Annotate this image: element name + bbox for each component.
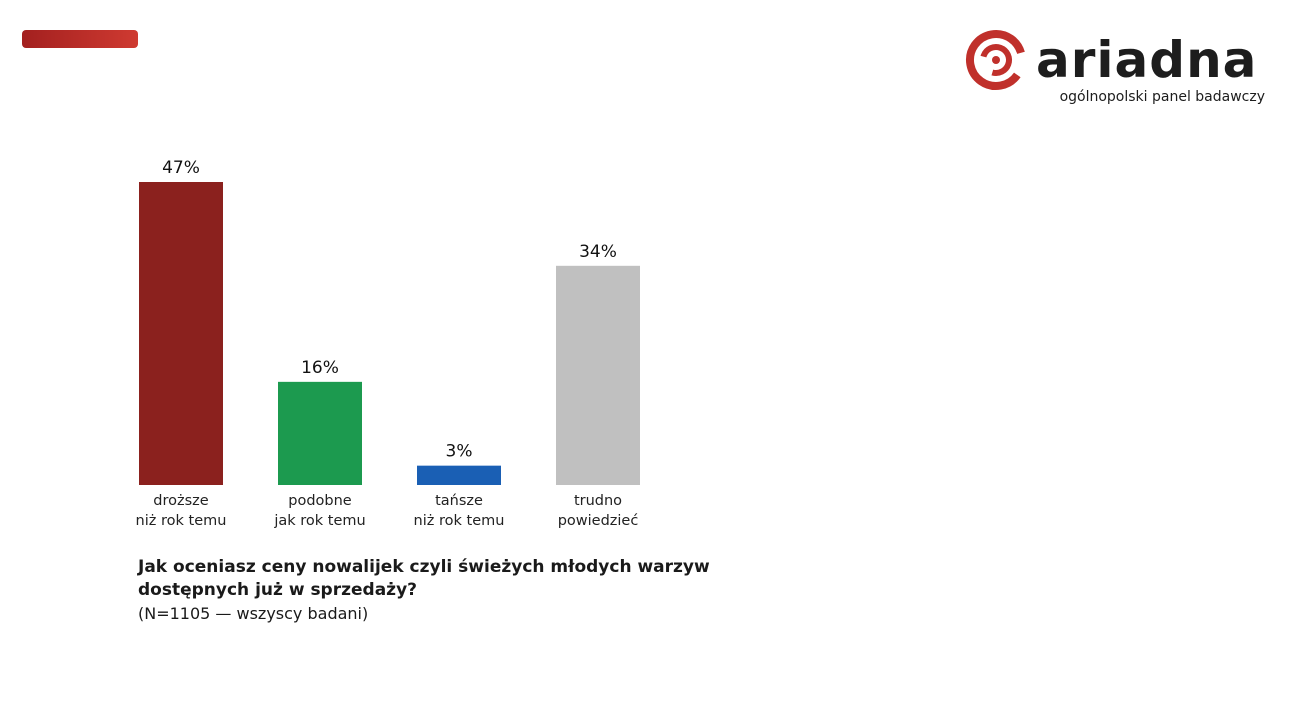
ariadna-logo-icon <box>966 30 1026 90</box>
question-block: Jak oceniasz ceny nowalijek czyli świeży… <box>138 556 738 625</box>
value-label-3: 34% <box>579 242 617 262</box>
category-label-0-line-0: droższe <box>153 493 208 509</box>
bar-2 <box>417 465 501 485</box>
category-label-0-line-1: niż rok temu <box>136 513 227 529</box>
bar-1 <box>278 381 362 485</box>
brand-tagline: ogólnopolski panel badawczy <box>1059 89 1265 105</box>
question-title-line-2: dostępnych już w sprzedaży? <box>138 580 418 600</box>
header-accent-bar <box>22 30 138 48</box>
category-label-1-line-0: podobne <box>288 493 352 509</box>
sample-note: (N=1105 — wszyscy badani) <box>138 604 369 623</box>
brand-name: ariadna <box>1036 31 1258 89</box>
bar-0 <box>139 182 223 485</box>
ariadna-logo: ariadna ogólnopolski panel badawczy <box>964 28 1269 112</box>
value-label-2: 3% <box>446 442 473 462</box>
value-label-1: 16% <box>301 358 339 378</box>
bar-3 <box>556 265 640 485</box>
category-label-3-line-0: trudno <box>574 493 622 509</box>
category-label-2-line-1: niż rok temu <box>414 513 505 529</box>
category-label-3-line-1: powiedzieć <box>558 513 639 529</box>
question-title-line-1: Jak oceniasz ceny nowalijek czyli świeży… <box>138 557 710 577</box>
value-label-0: 47% <box>162 158 200 178</box>
bar-chart: 47% droższe niż rok temu 16% podobne jak rok … <box>136 158 640 529</box>
category-label-2-line-0: tańsze <box>435 493 483 509</box>
category-label-1-line-1: jak rok temu <box>273 513 365 529</box>
